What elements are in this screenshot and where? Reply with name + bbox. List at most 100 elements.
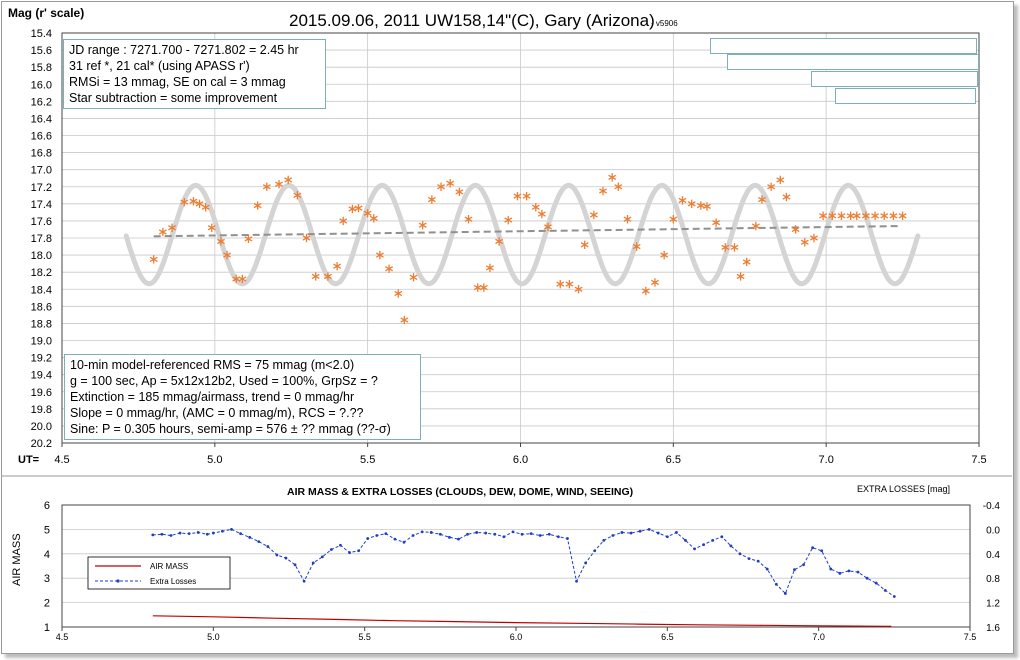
data-point-stroke [776, 177, 785, 183]
data-point [809, 233, 818, 243]
data-point [641, 286, 650, 296]
empty-label-box [811, 71, 978, 87]
data-point-stroke [238, 276, 247, 282]
data-point-stroke [437, 184, 445, 190]
data-point [409, 273, 418, 282]
data-point [495, 237, 504, 246]
x-tick-label: 7.5 [964, 632, 977, 642]
y-tick-label: 18.4 [31, 284, 52, 296]
data-point [871, 211, 880, 220]
y-tick-label: 19.4 [31, 370, 52, 382]
data-point-stroke [544, 224, 552, 230]
extra-losses-point [466, 532, 469, 536]
data-point-stroke [394, 290, 403, 297]
data-point [776, 175, 785, 185]
data-point [589, 210, 598, 220]
extra-losses-point [738, 552, 742, 556]
data-point [742, 257, 751, 267]
extra-losses-point [339, 543, 342, 547]
y2-tick-label: 1.6 [986, 623, 1000, 634]
bottom-y2-axis-ticks: -0.4 0.0 0.4 0.8 1.2 1.6 [983, 501, 1001, 634]
data-point-stroke [623, 216, 632, 222]
data-point-stroke [348, 206, 357, 212]
y2-tick-label: 0.8 [986, 574, 1000, 585]
data-point-stroke [149, 256, 158, 263]
extra-losses-point [892, 595, 896, 598]
data-point-stroke [608, 174, 617, 181]
data-point-stroke [889, 213, 898, 219]
data-point [275, 179, 283, 189]
y-tick-label: 15.6 [31, 45, 52, 57]
data-point [736, 272, 745, 281]
data-point [651, 278, 659, 287]
y-tick-label: 20.0 [31, 421, 52, 433]
data-point [660, 250, 669, 260]
x-tick-label: 7.0 [819, 454, 834, 466]
chart-title: 2015.09.06, 2011 UW158,14"(C), Gary (Ari… [289, 11, 655, 30]
x-tick-label: 4.5 [54, 454, 69, 466]
data-point-stroke [223, 252, 232, 258]
x-tick-label: 5.0 [207, 454, 222, 466]
data-point [846, 211, 855, 220]
y-tick-label: 16.0 [31, 79, 52, 91]
data-point [580, 240, 589, 250]
data-point [464, 215, 473, 224]
x-tick-label: 5.0 [207, 632, 220, 642]
y-axis-label: Mag (r' scale) [8, 6, 84, 20]
data-point [348, 204, 357, 214]
data-point [678, 196, 687, 205]
data-point-stroke [339, 218, 348, 224]
data-point [861, 211, 870, 220]
extra-losses-point [556, 535, 560, 539]
extra-losses-point [493, 532, 497, 536]
extra-losses-point [529, 532, 533, 536]
y-tick-label: 16.8 [31, 148, 52, 160]
chart-version: - v5906 [651, 19, 678, 28]
data-point [632, 242, 641, 251]
x-tick-label: 5.5 [358, 632, 371, 642]
extra-losses-point [511, 530, 515, 534]
extra-losses-point [783, 592, 787, 595]
y2-tick-label: 0.4 [986, 550, 1000, 561]
info-line: RMSi = 13 mmag, SE on cal = 3 mmag [69, 75, 286, 89]
info-line: Extinction = 185 mmag/airmass, trend = 0… [70, 390, 355, 404]
data-point [513, 191, 522, 201]
data-point [531, 203, 540, 212]
y-tick-label: 3 [44, 573, 50, 585]
data-point [791, 225, 800, 234]
data-point [302, 233, 311, 243]
data-point-stroke [589, 212, 598, 218]
data-point [479, 283, 488, 292]
extra-losses-point [420, 530, 424, 534]
airmass-line [152, 615, 892, 627]
data-point-stroke [253, 202, 262, 209]
data-point-stroke [479, 284, 488, 291]
info-line: Sine: P = 0.305 hours, semi-amp = 576 ± … [70, 422, 391, 436]
extra-losses-point [547, 532, 551, 536]
x-tick-label: 6.5 [661, 632, 674, 642]
y-tick-label: 15.8 [31, 62, 52, 74]
y-tick-label: 19.6 [31, 387, 52, 399]
extra-losses-point [266, 545, 270, 548]
data-point [696, 201, 705, 210]
data-point [311, 272, 320, 281]
extra-losses-point [293, 563, 297, 567]
data-point [522, 191, 531, 201]
data-point-stroke [574, 286, 583, 292]
data-point [216, 237, 225, 246]
data-point-stroke [791, 226, 800, 233]
data-point-stroke [782, 194, 791, 200]
y-tick-label: 5 [44, 524, 50, 536]
data-point [189, 197, 198, 206]
extra-losses-points [151, 528, 896, 598]
data-point-stroke [195, 201, 204, 207]
data-point [394, 289, 403, 298]
extra-losses-point [320, 555, 324, 559]
data-point-stroke [819, 213, 828, 219]
data-point-stroke [678, 197, 687, 204]
data-point-stroke [641, 288, 650, 294]
data-point-stroke [702, 203, 711, 210]
data-point-stroke [418, 222, 427, 228]
